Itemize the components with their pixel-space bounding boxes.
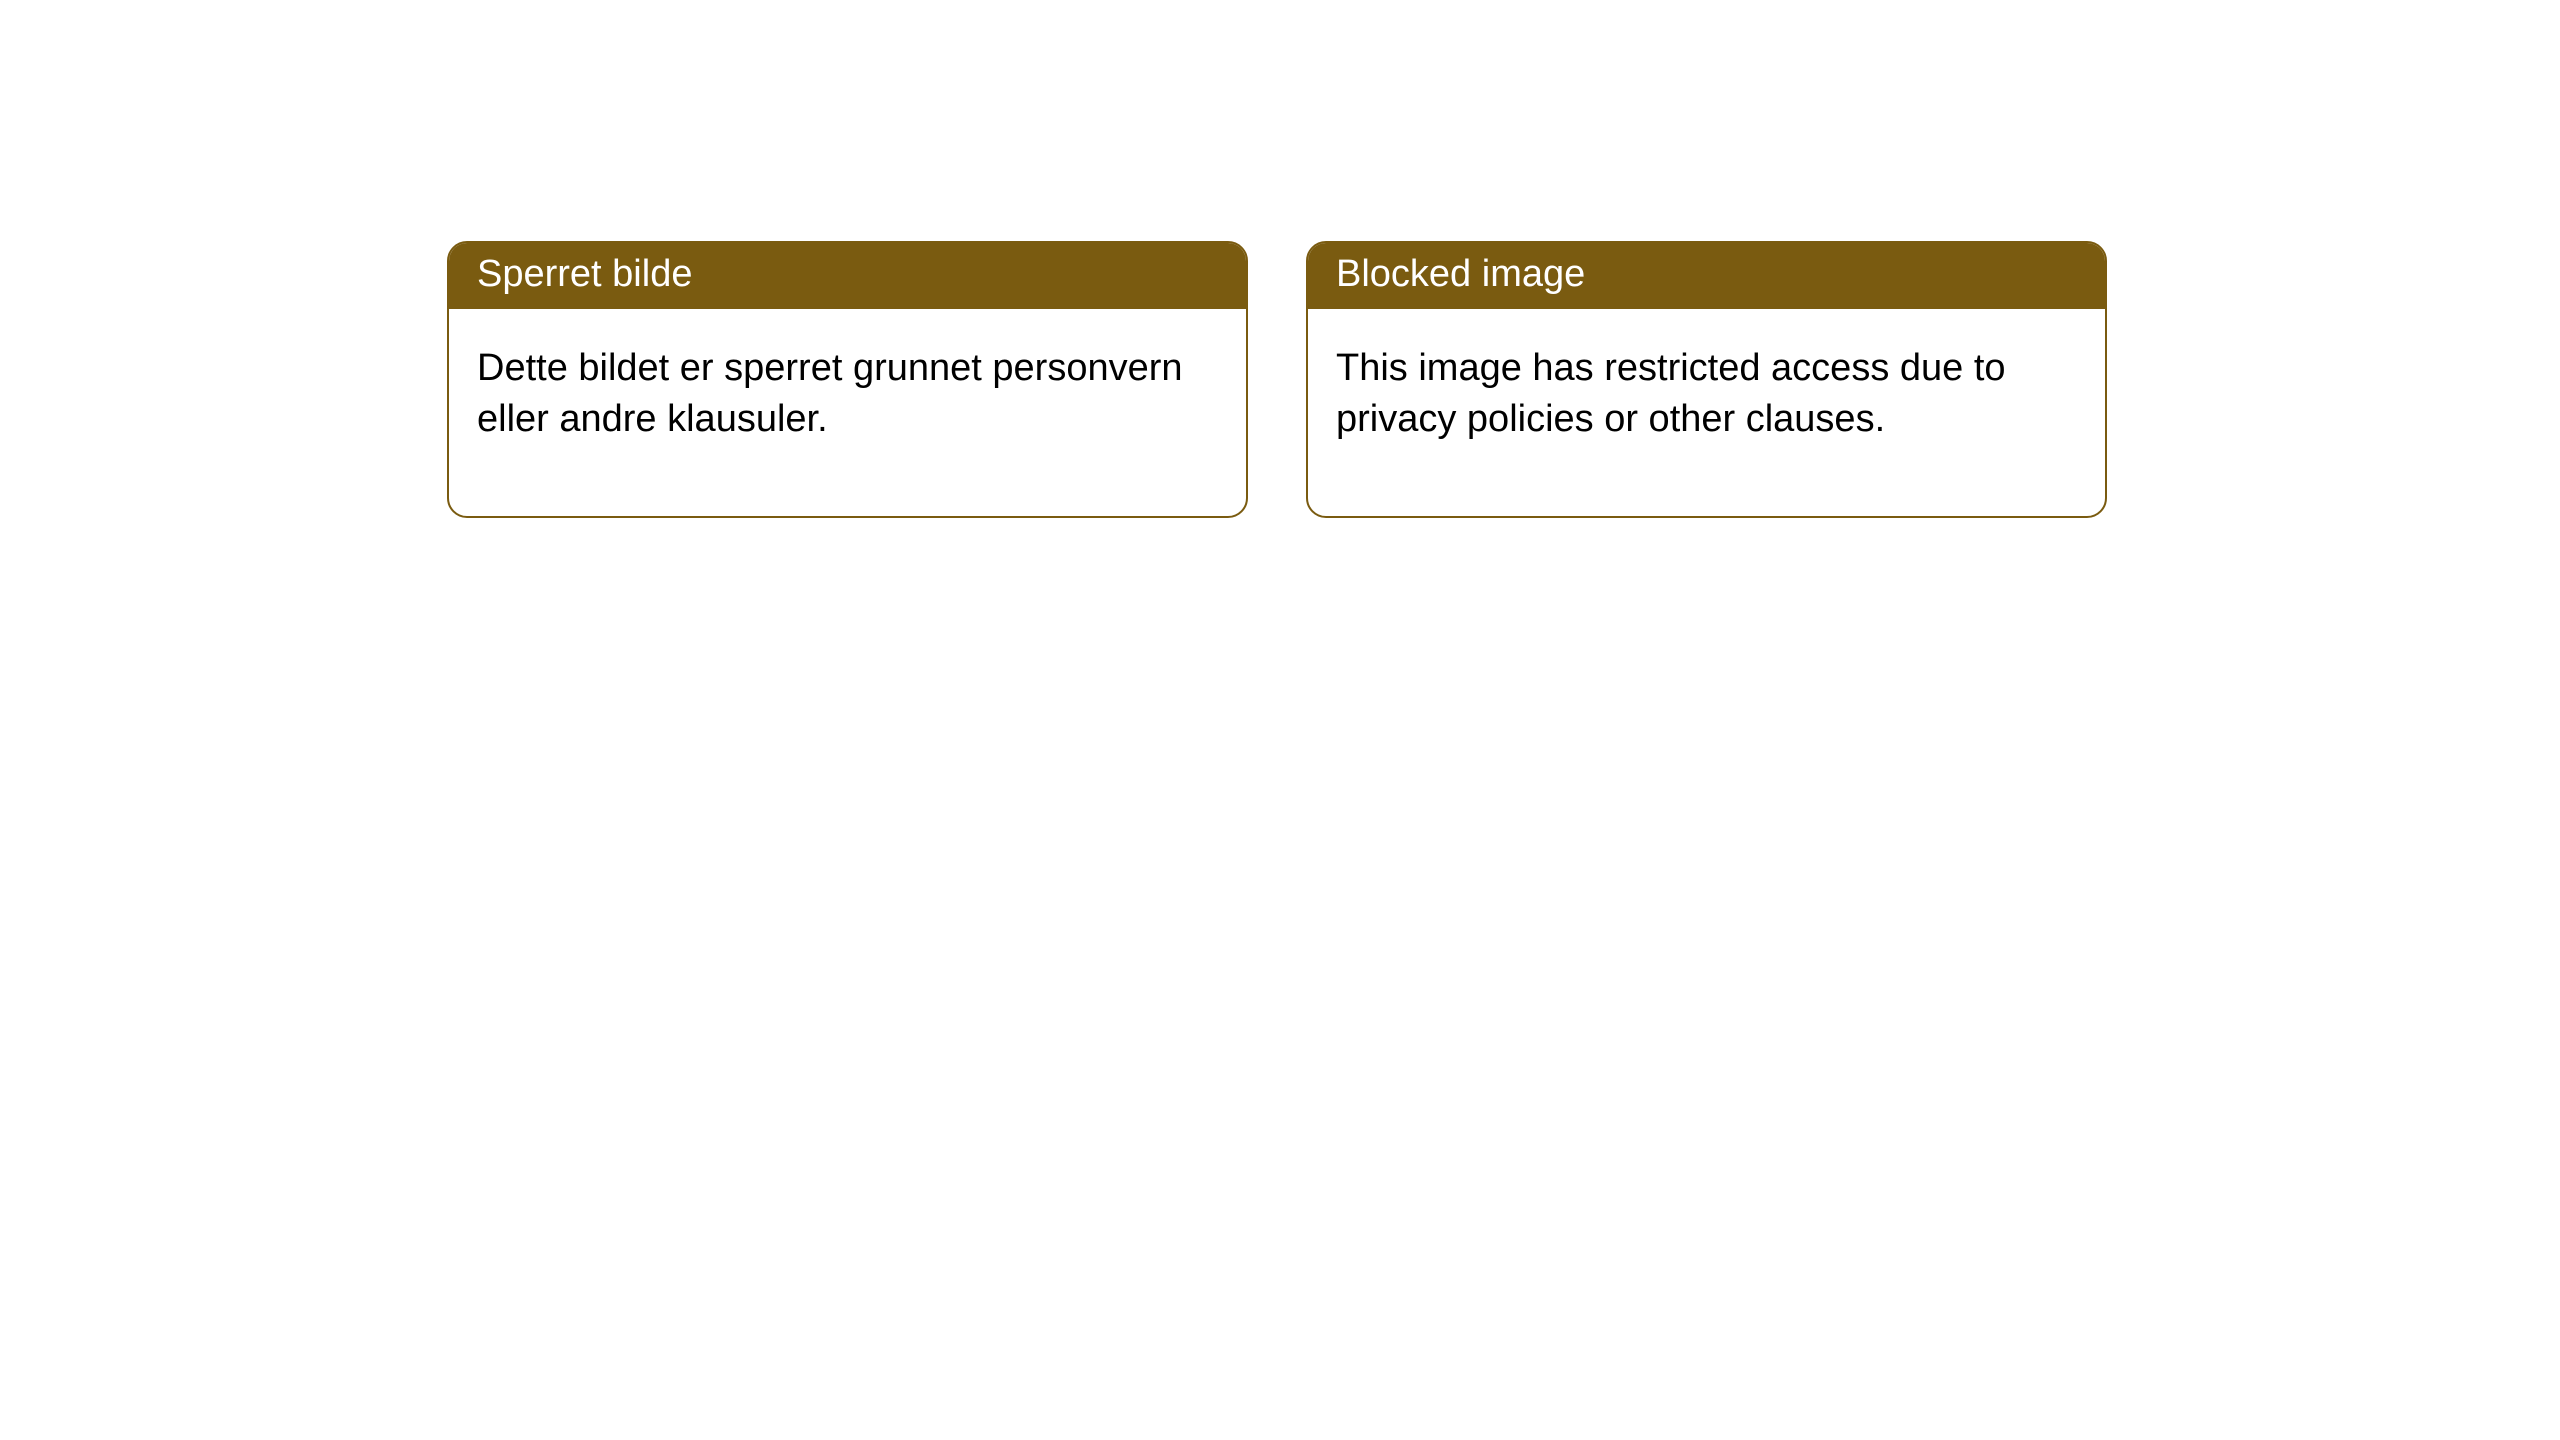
notice-card-row: Sperret bilde Dette bildet er sperret gr… bbox=[447, 241, 2107, 518]
notice-card-title: Blocked image bbox=[1308, 243, 2105, 309]
notice-card-norwegian: Sperret bilde Dette bildet er sperret gr… bbox=[447, 241, 1248, 518]
notice-card-title: Sperret bilde bbox=[449, 243, 1246, 309]
notice-card-english: Blocked image This image has restricted … bbox=[1306, 241, 2107, 518]
notice-card-body: Dette bildet er sperret grunnet personve… bbox=[449, 309, 1246, 516]
notice-card-body: This image has restricted access due to … bbox=[1308, 309, 2105, 516]
